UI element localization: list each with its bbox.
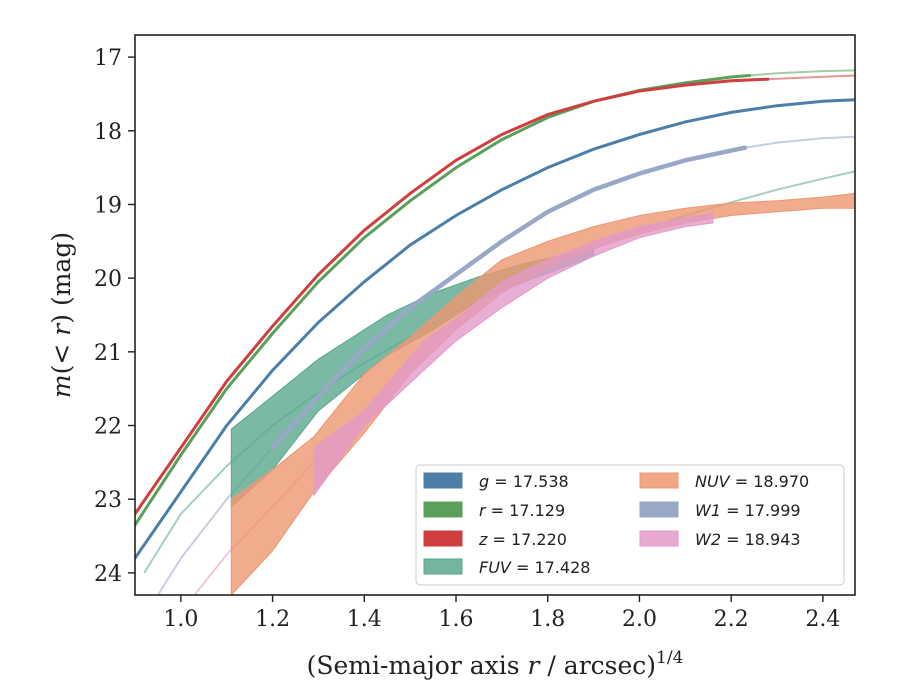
x-tick-label: 2.4: [805, 607, 840, 632]
y-tick-label: 22: [94, 415, 122, 440]
legend-swatch-g: [423, 472, 463, 489]
axis-ticks: 1.0 1.2 1.4 1.6 1.8 2.0 2.2 2.4 17 18 19 20 21 22 23 24: [94, 46, 840, 632]
y-tick-label: 23: [94, 488, 122, 513]
x-tick-label: 1.6: [439, 607, 474, 632]
series-r-line: [135, 74, 751, 527]
y-axis-label: m(< r) (mag): [47, 232, 76, 398]
series-z-line: [135, 77, 770, 516]
y-tick-label: 17: [94, 46, 122, 71]
x-tick-label: 1.8: [530, 607, 565, 632]
legend-label-fuv: FUV = 17.428: [479, 558, 590, 577]
x-axis-label-exponent: 1/4: [656, 648, 683, 668]
x-tick-label: 1.4: [347, 607, 382, 632]
legend-label-w1: W1 = 17.999: [695, 501, 801, 520]
x-tick-label: 2.2: [714, 607, 749, 632]
series-w1-line: [270, 145, 748, 450]
x-axis-label-main: (Semi-major axis r / arcsec): [307, 651, 656, 680]
legend: g = 17.538 r = 17.129 z = 17.220 FUV = 17.4…: [415, 464, 845, 586]
legend-label-z: z = 17.220: [478, 530, 567, 549]
x-tick-label: 1.2: [255, 607, 290, 632]
legend-swatch-z: [423, 530, 463, 547]
legend-frame: [415, 464, 845, 586]
legend-label-nuv: NUV = 18.970: [695, 472, 809, 491]
legend-label-g: g = 17.538: [479, 472, 569, 491]
series-z-extrapolation: [767, 74, 855, 81]
legend-swatch-w2: [639, 530, 679, 547]
series-w2-band: [313, 212, 714, 498]
legend-label-w2: W2 = 18.943: [695, 530, 801, 549]
y-tick-label: 21: [94, 341, 122, 366]
plot-area: [135, 69, 855, 595]
legend-swatch-fuv: [423, 558, 463, 575]
y-tick-label: 20: [94, 267, 122, 292]
legend-swatch-r: [423, 501, 463, 518]
x-tick-label: 1.0: [163, 607, 198, 632]
legend-swatch-nuv: [639, 472, 679, 489]
y-tick-label: 24: [94, 562, 122, 587]
x-tick-label: 2.0: [622, 607, 657, 632]
legend-label-r: r = 17.129: [479, 501, 565, 520]
y-tick-label: 19: [94, 193, 122, 218]
plot-frame: [134, 34, 856, 596]
series-r-extrapolation: [749, 69, 855, 77]
series-g-line: [135, 98, 855, 560]
x-axis-label: (Semi-major axis r / arcsec)1/4: [307, 648, 684, 680]
legend-swatch-w1: [639, 501, 679, 518]
y-tick-label: 18: [94, 120, 122, 145]
